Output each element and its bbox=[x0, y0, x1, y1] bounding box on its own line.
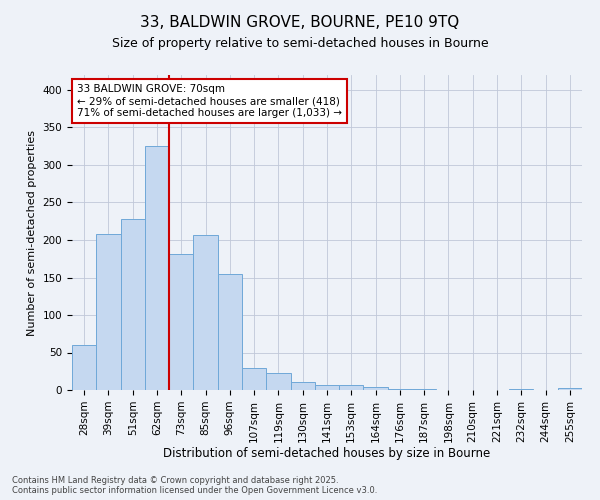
Text: Size of property relative to semi-detached houses in Bourne: Size of property relative to semi-detach… bbox=[112, 38, 488, 51]
Bar bbox=[388, 389, 412, 390]
Bar bbox=[242, 368, 266, 390]
Bar bbox=[364, 387, 388, 390]
Bar bbox=[96, 234, 121, 390]
Bar bbox=[266, 373, 290, 390]
Bar bbox=[121, 219, 145, 390]
Bar bbox=[72, 345, 96, 390]
Text: 33, BALDWIN GROVE, BOURNE, PE10 9TQ: 33, BALDWIN GROVE, BOURNE, PE10 9TQ bbox=[140, 15, 460, 30]
Bar bbox=[290, 382, 315, 390]
Bar bbox=[169, 254, 193, 390]
Bar bbox=[509, 388, 533, 390]
Text: Contains HM Land Registry data © Crown copyright and database right 2025.
Contai: Contains HM Land Registry data © Crown c… bbox=[12, 476, 377, 495]
Bar bbox=[339, 385, 364, 390]
Bar bbox=[145, 146, 169, 390]
Bar bbox=[558, 388, 582, 390]
Bar bbox=[315, 385, 339, 390]
Bar bbox=[218, 274, 242, 390]
Text: 33 BALDWIN GROVE: 70sqm
← 29% of semi-detached houses are smaller (418)
71% of s: 33 BALDWIN GROVE: 70sqm ← 29% of semi-de… bbox=[77, 84, 342, 117]
Bar bbox=[412, 389, 436, 390]
Bar bbox=[193, 235, 218, 390]
Y-axis label: Number of semi-detached properties: Number of semi-detached properties bbox=[27, 130, 37, 336]
X-axis label: Distribution of semi-detached houses by size in Bourne: Distribution of semi-detached houses by … bbox=[163, 448, 491, 460]
